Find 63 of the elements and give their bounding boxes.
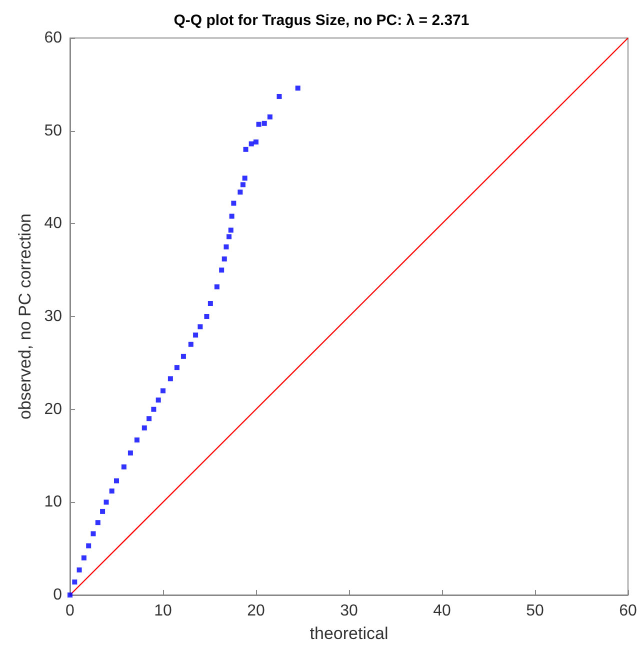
point: [180, 354, 186, 359]
point: [229, 214, 234, 219]
point: [228, 228, 234, 233]
x-tick-label: 10: [154, 602, 172, 620]
point: [198, 324, 203, 330]
y-tick-label: 60: [44, 30, 62, 46]
point: [104, 500, 109, 505]
point: [151, 406, 156, 412]
point: [68, 592, 72, 598]
point: [224, 244, 229, 250]
point: [214, 284, 220, 290]
point: [128, 450, 133, 456]
point: [254, 139, 258, 144]
point: [256, 122, 262, 127]
point: [204, 314, 210, 319]
point: [95, 520, 100, 526]
y-tick-label: 50: [44, 122, 62, 140]
y-tick-label: 30: [44, 308, 62, 325]
y-tick-label: 20: [44, 400, 62, 418]
x-axis-title: theoretical: [310, 624, 388, 643]
point: [222, 256, 227, 262]
point: [156, 398, 161, 403]
point: [242, 176, 248, 181]
point: [276, 94, 282, 99]
point: [121, 464, 126, 470]
point: [226, 234, 232, 240]
point: [134, 437, 140, 442]
point: [193, 332, 198, 338]
point: [240, 182, 246, 188]
x-tick-label: 0: [66, 602, 75, 620]
point: [295, 86, 300, 91]
x-tick-label: 20: [247, 602, 265, 620]
y-tick-label: 10: [44, 494, 62, 511]
point: [238, 190, 243, 195]
point: [114, 478, 119, 484]
x-tick-label: 30: [340, 602, 358, 620]
x-tick-label: 40: [433, 602, 451, 620]
point: [100, 508, 106, 514]
point: [174, 365, 180, 370]
point: [267, 114, 272, 120]
x-tick-label: 50: [526, 602, 544, 620]
point: [109, 488, 114, 494]
point: [262, 120, 267, 126]
point: [146, 416, 152, 422]
x-tick-label: 60: [619, 602, 637, 620]
point: [72, 580, 78, 585]
point: [248, 141, 254, 146]
point: [76, 567, 82, 572]
point: [81, 555, 86, 560]
point: [208, 301, 213, 306]
chart-title: Q-Q plot for Tragus Size, no PC: λ = 2.371: [174, 12, 470, 29]
point: [90, 531, 96, 536]
point: [219, 268, 224, 273]
point: [86, 543, 92, 548]
point: [168, 376, 173, 382]
point: [160, 388, 166, 394]
point: [188, 342, 194, 347]
point: [142, 425, 147, 430]
point: [243, 146, 248, 152]
y-tick-label: 0: [53, 586, 62, 604]
y-tick-label: 40: [44, 215, 62, 232]
point: [231, 200, 236, 206]
y-axis-title: observed, no PC correction: [15, 214, 34, 420]
